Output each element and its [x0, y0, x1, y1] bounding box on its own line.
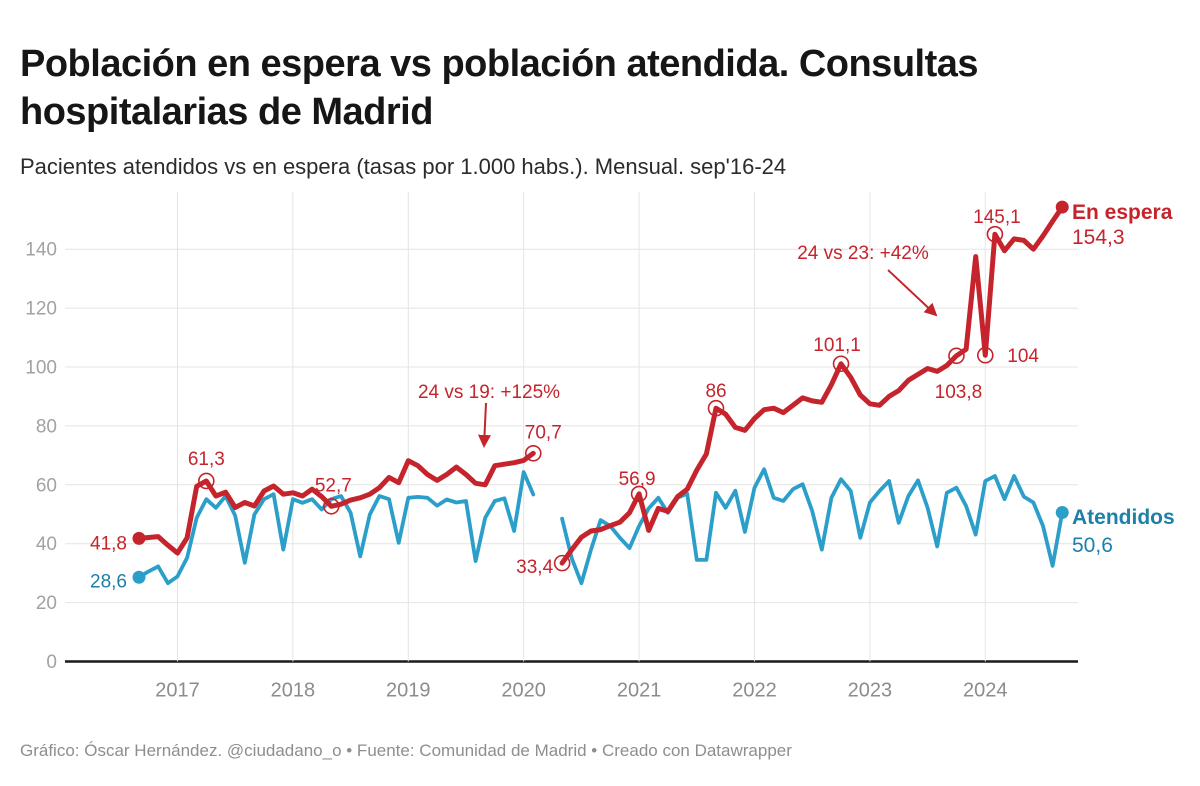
value-label: 145,1 [973, 207, 1021, 228]
x-tick-label: 2021 [617, 680, 662, 702]
chart-subtitle: Pacientes atendidos vs en espera (tasas … [20, 154, 787, 179]
series-label-en-espera: En espera [1072, 201, 1173, 224]
value-label: 33,4 [516, 557, 553, 578]
value-label: 61,3 [188, 449, 225, 470]
value-marker-circle [986, 225, 1004, 243]
value-label: 56,9 [619, 469, 656, 490]
value-label: 103,8 [935, 382, 983, 403]
value-marker-circle [630, 485, 648, 503]
y-tick-label: 140 [25, 240, 57, 261]
x-tick-label: 2019 [386, 680, 431, 702]
x-tick-label: 2024 [963, 680, 1008, 702]
y-tick-label: 100 [25, 358, 57, 379]
y-tick-label: 60 [36, 475, 57, 496]
x-tick-label: 2023 [848, 680, 893, 702]
value-label: 101,1 [813, 335, 861, 356]
value-marker-circle [553, 554, 571, 572]
y-tick-label: 0 [46, 652, 57, 673]
value-marker-circle [323, 497, 340, 515]
annotation-arrow [478, 402, 492, 448]
x-tick-label: 2018 [271, 680, 316, 702]
x-tick-label: 2022 [732, 680, 777, 702]
value-label: 28,6 [90, 571, 127, 592]
series-end-dot-en-espera [1055, 200, 1069, 214]
series-end-value-atendidos: 50,6 [1072, 534, 1113, 557]
value-marker-circle [198, 472, 215, 490]
x-tick-label: 2017 [155, 680, 200, 702]
value-label: 86 [705, 381, 726, 402]
value-marker-circle [832, 355, 850, 373]
series-end-dot-atendidos [1055, 505, 1069, 519]
chart-byline: Gráfico: Óscar Hernández. @ciudadano_o •… [20, 741, 792, 760]
series-label-atendidos: Atendidos [1072, 506, 1175, 529]
value-marker-circle [524, 444, 542, 462]
series-start-dot-atendidos [132, 570, 146, 584]
annotation-24-vs-23: 24 vs 23: +42% [797, 243, 929, 264]
value-label: 41,8 [90, 533, 127, 554]
value-marker-circle [707, 399, 725, 417]
series-start-dot-en-espera [132, 531, 146, 545]
value-marker-circle [948, 347, 965, 365]
annotation-24-vs-19: 24 vs 19: +125% [417, 382, 561, 403]
value-marker-circle [976, 346, 994, 364]
y-tick-label: 120 [25, 299, 57, 320]
annotation-arrow [887, 269, 938, 317]
series-line-en-espera [136, 204, 1065, 566]
y-tick-label: 20 [36, 593, 57, 614]
value-label: 104 [1007, 346, 1039, 367]
value-label: 70,7 [525, 422, 562, 443]
x-tick-label: 2020 [501, 680, 546, 702]
y-tick-label: 40 [36, 534, 57, 555]
value-label: 52,7 [315, 475, 352, 496]
page-title: Población en espera vs población atendid… [20, 43, 979, 133]
y-tick-label: 80 [36, 416, 57, 437]
series-end-value-en-espera: 154,3 [1072, 226, 1125, 249]
